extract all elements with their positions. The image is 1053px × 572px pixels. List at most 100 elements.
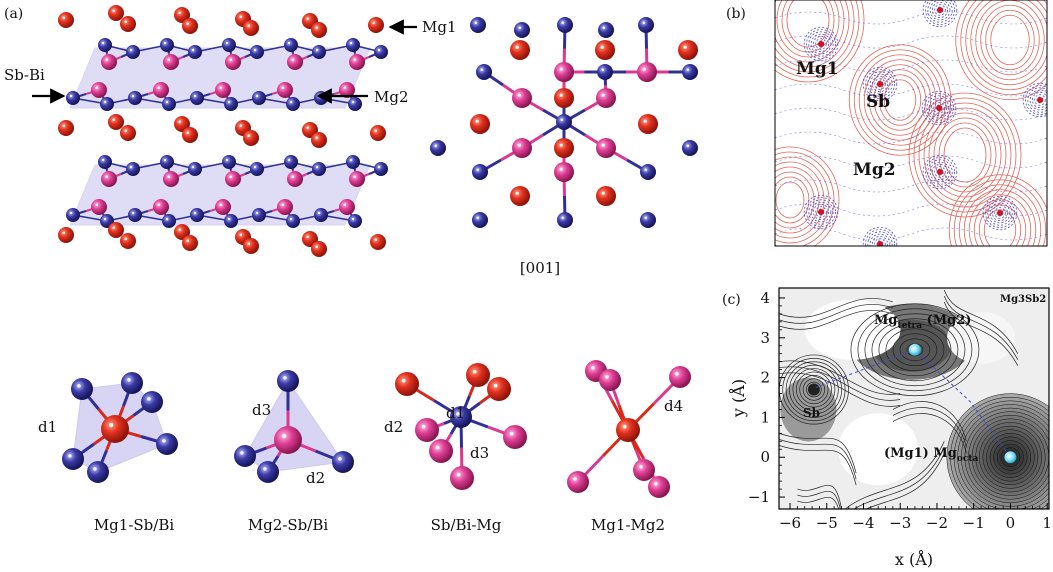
mg2-atom bbox=[339, 199, 355, 215]
atom-core bbox=[877, 241, 883, 246]
sb-atom bbox=[71, 378, 93, 400]
atom-highlight bbox=[253, 48, 257, 52]
mg1-atom bbox=[182, 235, 198, 251]
poly2-bond-d2: d2 bbox=[306, 469, 325, 487]
contour-line bbox=[806, 381, 822, 398]
contour-line bbox=[943, 127, 987, 183]
mg2-atom bbox=[277, 199, 293, 215]
mg2-atom bbox=[215, 199, 231, 215]
mg2-atom bbox=[503, 425, 527, 449]
contour-line bbox=[989, 202, 1011, 224]
contour-line bbox=[913, 97, 1017, 213]
atom-highlight bbox=[343, 203, 347, 207]
contour-line bbox=[926, 95, 952, 121]
atom-highlight bbox=[291, 58, 295, 62]
sb-atom bbox=[514, 22, 530, 38]
contour-line bbox=[850, 303, 980, 397]
contour-line bbox=[871, 318, 959, 382]
atom-highlight bbox=[105, 175, 109, 179]
atom-highlight bbox=[601, 143, 605, 147]
atom-highlight bbox=[287, 158, 291, 162]
contour-line bbox=[931, 100, 948, 117]
mg1-atom bbox=[101, 415, 129, 443]
atom-highlight bbox=[112, 226, 116, 230]
mg1-atom bbox=[596, 186, 616, 206]
mg2-atom bbox=[339, 82, 355, 98]
atom-highlight bbox=[686, 68, 690, 72]
mg1-atom bbox=[487, 377, 511, 401]
contour-line bbox=[779, 298, 893, 318]
compound-label: Mg3Sb2 bbox=[1000, 294, 1046, 305]
atom-highlight bbox=[281, 86, 285, 90]
energy-ridge bbox=[947, 311, 1016, 364]
migration-path bbox=[815, 349, 1011, 458]
mg1-atom bbox=[510, 186, 530, 206]
contour-line bbox=[924, 93, 954, 123]
sb-atom bbox=[250, 162, 264, 176]
contour-line bbox=[928, 97, 950, 119]
x-tick-label: −6 bbox=[779, 514, 801, 532]
contour-line bbox=[864, 313, 966, 387]
atom-highlight bbox=[291, 175, 295, 179]
atom-highlight bbox=[642, 21, 646, 25]
atom-highlight bbox=[602, 26, 606, 30]
sb-atom bbox=[126, 162, 140, 176]
sb-atom bbox=[682, 64, 698, 80]
mg1-atom bbox=[58, 120, 74, 136]
energy-map-axes: −6 −5 −4 −3 −2 −1 0 1 4 3 2 1 0 −1 bbox=[748, 289, 1052, 532]
contour-line bbox=[775, 0, 845, 63]
atom-core bbox=[877, 81, 883, 87]
atom-highlight bbox=[178, 228, 182, 232]
mg2-atom bbox=[163, 54, 179, 70]
atom-highlight bbox=[263, 467, 267, 471]
contour-line bbox=[872, 76, 889, 93]
mg1-atom bbox=[311, 132, 327, 148]
mg2-atom bbox=[596, 138, 616, 158]
mg-octa-label: (Mg1) Mgocta bbox=[884, 446, 978, 464]
atom-highlight bbox=[239, 124, 243, 128]
y-tick-label: 2 bbox=[760, 369, 770, 387]
panel-c-tag: (c) bbox=[722, 292, 741, 308]
atom-highlight bbox=[127, 378, 131, 382]
contour-line bbox=[948, 174, 1047, 246]
mg1-atom bbox=[243, 20, 259, 36]
atom-highlight bbox=[219, 86, 223, 90]
mg1-atom bbox=[182, 127, 198, 143]
x-tick-label: −4 bbox=[852, 514, 874, 532]
contour-line bbox=[792, 368, 836, 411]
contour-line bbox=[925, 0, 955, 25]
atom-highlight bbox=[191, 48, 195, 52]
contour-line bbox=[982, 195, 1018, 231]
mg2-atom bbox=[287, 54, 303, 70]
sb-atom bbox=[640, 212, 656, 228]
contour-line bbox=[933, 102, 945, 114]
atom-highlight bbox=[559, 93, 563, 97]
sb-atom bbox=[682, 140, 698, 156]
label-sbbi: Sb-Bi bbox=[4, 66, 45, 84]
sb-atom bbox=[121, 372, 143, 394]
atom-highlight bbox=[472, 369, 477, 374]
contour-line bbox=[844, 441, 945, 509]
mg1-atom bbox=[243, 238, 259, 254]
contour-line bbox=[943, 295, 1019, 360]
contour-line bbox=[929, 161, 951, 183]
contour-line bbox=[810, 33, 832, 55]
atom-highlight bbox=[240, 451, 244, 455]
contour-line bbox=[865, 229, 895, 246]
mg2-atom bbox=[512, 88, 532, 108]
atom-highlight bbox=[644, 216, 648, 220]
atom-highlight bbox=[225, 41, 229, 45]
atom-highlight bbox=[683, 45, 687, 49]
atom-highlight bbox=[338, 457, 342, 461]
mg-octa-site bbox=[1004, 451, 1017, 464]
sb-atom bbox=[346, 155, 360, 169]
contour-line bbox=[892, 401, 967, 442]
atom-highlight bbox=[225, 158, 229, 162]
mg1-atom bbox=[678, 40, 698, 60]
mg2-atom bbox=[599, 369, 621, 391]
panel-a: (a) Mg1 Sb-Bi Mg2 [001] d1 d3 d2 d1 d2 d… bbox=[4, 5, 698, 534]
mg1-atom bbox=[510, 40, 530, 60]
contour-line bbox=[786, 0, 830, 48]
energy-landscape bbox=[779, 289, 1049, 509]
contour-line bbox=[810, 201, 832, 223]
